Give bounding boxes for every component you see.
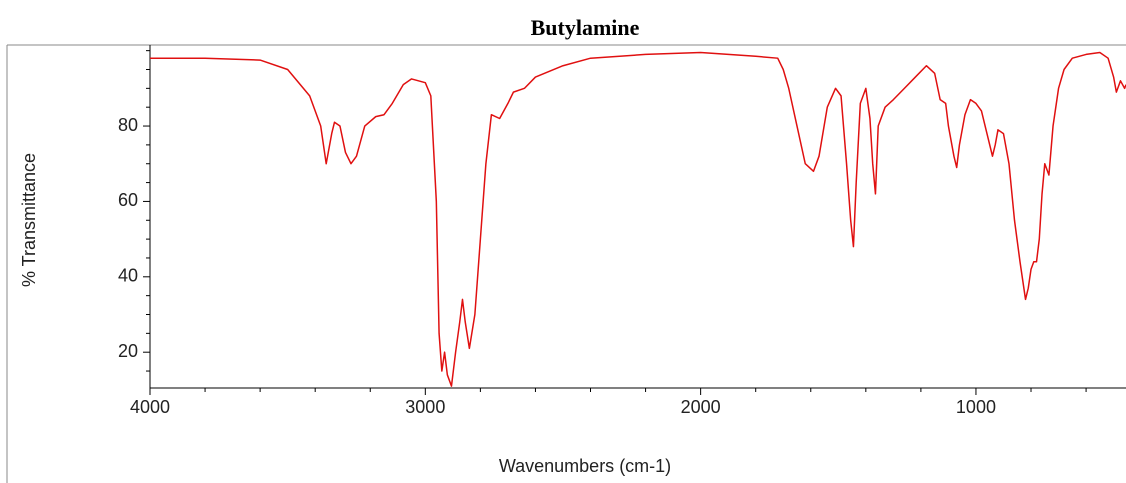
y-axis-label: % Transmittance [19,153,39,287]
x-axis-label: Wavenumbers (cm-1) [499,456,671,476]
chart-title: Butylamine [531,15,640,40]
y-tick-label: 20 [118,341,138,361]
x-tick-label: 4000 [130,397,170,417]
x-tick-label: 2000 [681,397,721,417]
y-tick-label: 80 [118,115,138,135]
spectrum-line [150,51,1126,387]
x-tick-label: 1000 [956,397,996,417]
x-tick-label: 3000 [405,397,445,417]
y-tick-label: 60 [118,190,138,210]
y-tick-label: 40 [118,266,138,286]
